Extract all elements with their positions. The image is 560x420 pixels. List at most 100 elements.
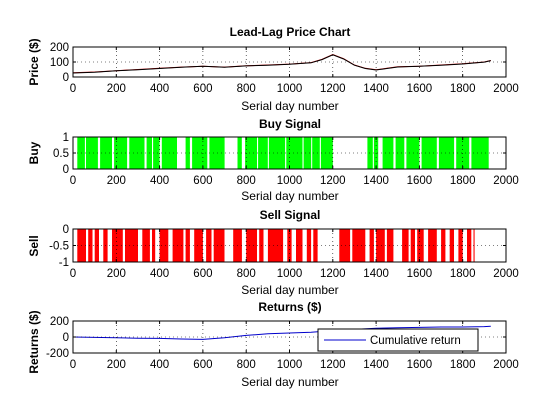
sell-signal-xtick-label: 1000 <box>277 268 303 280</box>
returns-axes: 0 200 400 600 800 1000 1200 1400 1600 1800 2000-20… <box>46 316 519 371</box>
buy-signal-bar-1 <box>86 137 98 169</box>
legend-label: Cumulative return <box>370 335 461 347</box>
sell-signal-bar-31 <box>441 229 446 262</box>
price-chart-panel: Lead-Lag Price Chart 0 200 400 600 800 1000 12… <box>27 25 519 113</box>
returns-xtick-label: 1000 <box>277 359 303 371</box>
buy-signal-bar-21 <box>382 137 394 169</box>
buy-signal-bar-22 <box>395 137 405 169</box>
buy-signal-title: Buy Signal <box>259 117 321 131</box>
sell-signal-bar-21 <box>313 229 318 262</box>
returns-xtick-label: 2000 <box>493 359 519 371</box>
returns-panel: Returns ($) 0 200 400 600 800 1000 1200 1400 160… <box>27 300 519 389</box>
sell-signal-ytick-label: -1 <box>59 257 69 269</box>
buy-signal-bar-2 <box>100 137 112 169</box>
sell-signal-xtick-label: 400 <box>150 268 169 280</box>
buy-signal-xtick-label: 200 <box>107 175 126 187</box>
price-chart-grid <box>73 47 506 77</box>
buy-signal-ytick-label: 0 <box>63 164 69 176</box>
sell-signal-bar-20 <box>306 229 312 262</box>
price-chart-ylabel: Price ($) <box>27 38 41 85</box>
price-chart-xtick-label: 800 <box>237 83 256 95</box>
sell-signal-frame <box>72 228 507 263</box>
buy-signal-bar-17 <box>312 137 320 169</box>
returns-xlabel: Serial day number <box>241 375 338 389</box>
buy-signal-xtick-label: 800 <box>237 175 256 187</box>
returns-xtick-label: 1400 <box>363 359 389 371</box>
sell-signal-xtick-label: 800 <box>237 268 256 280</box>
buy-signal-xlabel: Serial day number <box>241 189 338 203</box>
buy-signal-bar-25 <box>438 137 455 169</box>
price-chart-ytick-label: 100 <box>50 57 69 69</box>
price-chart-xtick-label: 1800 <box>450 83 476 95</box>
price-chart-series-1 <box>72 54 491 74</box>
returns-xtick-label: 1600 <box>407 359 433 371</box>
sell-signal-bar-35 <box>473 229 475 262</box>
sell-signal-bar-24 <box>369 229 374 262</box>
sell-signal-xtick-label: 2000 <box>493 268 519 280</box>
returns-xtick-label: 0 <box>70 359 76 371</box>
buy-signal-bar-19 <box>367 137 373 169</box>
price-chart-frame <box>72 46 507 78</box>
buy-signal-xtick-label: 1600 <box>407 175 433 187</box>
buy-signal-bar-12 <box>245 137 257 169</box>
sell-signal-bar-2 <box>94 229 99 262</box>
buy-signal-xtick-label: 600 <box>193 175 212 187</box>
returns-ytick-label: 200 <box>50 316 69 328</box>
sell-signal-axes: 0 200 400 600 800 1000 1200 1400 1600 1800 2000 0 -0… <box>49 224 519 280</box>
sell-signal-xtick-label: 600 <box>193 268 212 280</box>
returns-xtick-label: 800 <box>237 359 256 371</box>
sell-signal-xtick-label: 1800 <box>450 268 476 280</box>
price-chart-xtick-label: 1200 <box>320 83 346 95</box>
price-chart-xtick-label: 1000 <box>277 83 303 95</box>
buy-signal-xtick-label: 2000 <box>493 175 519 187</box>
sell-signal-bar-11 <box>194 229 203 262</box>
returns-legend: Cumulative return <box>317 328 479 352</box>
sell-signal-bar-30 <box>428 229 437 262</box>
sell-signal-bar-25 <box>376 229 385 262</box>
returns-xtick-label: 200 <box>107 359 126 371</box>
returns-frame <box>72 320 507 354</box>
buy-signal-xtick-label: 0 <box>70 175 76 187</box>
buy-signal-bar-16 <box>303 137 312 169</box>
price-chart-marks <box>72 53 491 74</box>
price-chart-xtick-label: 400 <box>150 83 169 95</box>
returns-xtick-label: 1200 <box>320 359 346 371</box>
buy-signal-xtick-label: 1800 <box>450 175 476 187</box>
buy-signal-marks <box>77 137 489 169</box>
returns-ytick-label: -200 <box>46 348 69 360</box>
sell-signal-title: Sell Signal <box>260 208 321 222</box>
sell-signal-bar-1 <box>88 229 93 262</box>
price-chart-xtick-label: 0 <box>70 83 76 95</box>
buy-signal-ytick-label: 1 <box>63 132 69 144</box>
sell-signal-bar-15 <box>246 229 257 262</box>
buy-signal-grid <box>73 137 506 169</box>
price-chart-xtick-label: 1400 <box>363 83 389 95</box>
sell-signal-xtick-label: 1400 <box>363 268 389 280</box>
buy-signal-xtick-label: 400 <box>150 175 169 187</box>
sell-signal-bar-10 <box>185 229 190 262</box>
sell-signal-grid <box>73 229 506 262</box>
sell-signal-xtick-label: 200 <box>107 268 126 280</box>
returns-xtick-label: 400 <box>150 359 169 371</box>
price-chart-title: Lead-Lag Price Chart <box>230 25 351 39</box>
buy-signal-xtick-label: 1200 <box>320 175 346 187</box>
sell-signal-ylabel: Sell <box>27 235 41 256</box>
buy-signal-bar-8 <box>185 137 190 169</box>
price-chart-xlabel: Serial day number <box>241 99 338 113</box>
returns-xtick-label: 600 <box>193 359 212 371</box>
buy-signal-bar-11 <box>237 137 242 169</box>
buy-signal-bar-6 <box>153 137 160 169</box>
buy-signal-frame <box>72 136 507 170</box>
returns-ylabel: Returns ($) <box>27 310 41 373</box>
returns-title: Returns ($) <box>258 300 321 314</box>
sell-signal-bar-29 <box>417 229 424 262</box>
price-chart-xtick-label: 600 <box>193 83 212 95</box>
sell-signal-xtick-label: 0 <box>70 268 76 280</box>
buy-signal-xtick-label: 1000 <box>277 175 303 187</box>
buy-signal-bar-3 <box>114 137 128 169</box>
sell-signal-bar-6 <box>142 229 150 262</box>
sell-signal-xtick-label: 1600 <box>407 268 433 280</box>
buy-signal-xtick-label: 1400 <box>363 175 389 187</box>
buy-signal-ytick-label: 0.5 <box>53 148 69 160</box>
sell-signal-bar-23 <box>352 229 366 262</box>
